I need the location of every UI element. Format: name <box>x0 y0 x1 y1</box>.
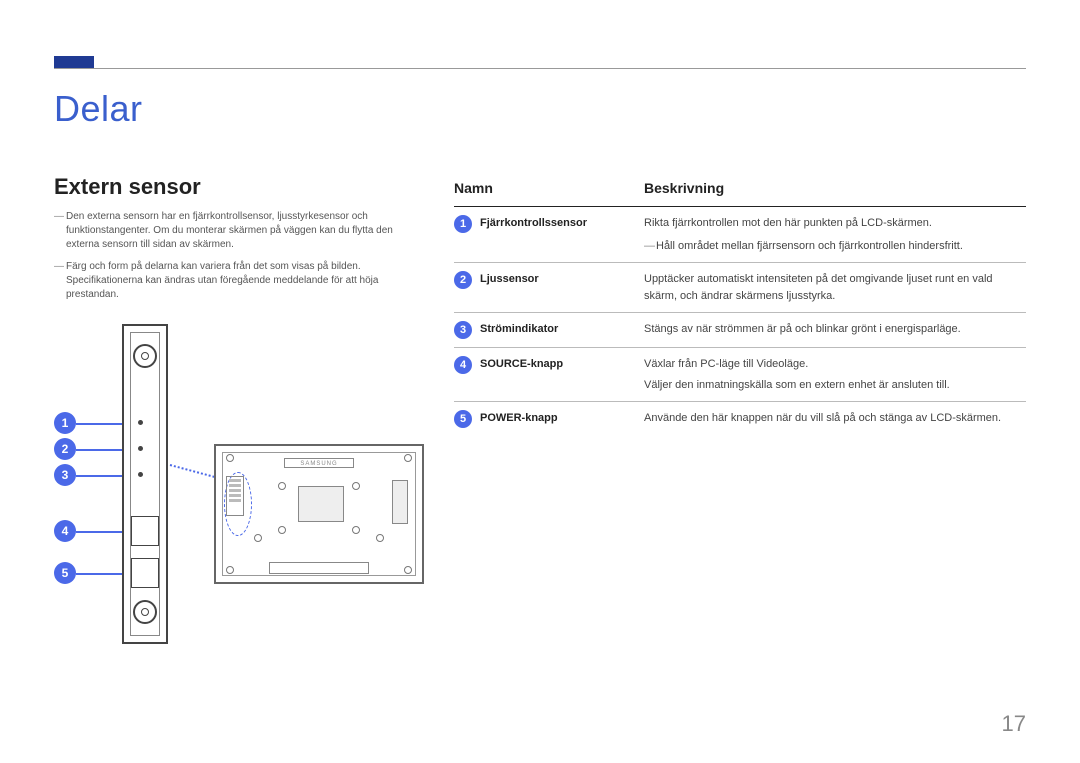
m-screw-tr <box>404 454 412 462</box>
callout-2: 2 <box>54 438 76 460</box>
row-num: 5 <box>454 410 472 428</box>
row-desc: Stängs av när strömmen är på och blinkar… <box>644 313 1026 348</box>
sensor-dot-2 <box>138 446 143 451</box>
row-desc-text: Växlar från PC-läge till Videoläge. <box>644 356 1026 373</box>
left-column: Extern sensor Den externa sensorn har en… <box>54 174 414 664</box>
content-columns: Extern sensor Den externa sensorn har en… <box>54 174 1026 664</box>
callout-3: 3 <box>54 464 76 486</box>
row-name: SOURCE-knapp <box>480 356 563 370</box>
source-slot <box>131 516 159 546</box>
callout-1: 1 <box>54 412 76 434</box>
row-name: Fjärrkontrollssensor <box>480 215 587 229</box>
monitor-center-port <box>298 486 344 522</box>
row-desc: Växlar från PC-läge till Videoläge. Välj… <box>644 348 1026 402</box>
row-desc-text: Rikta fjärrkontrollen mot den här punkte… <box>644 215 1026 232</box>
m-screw-ml <box>254 534 262 542</box>
m-screw-c3 <box>278 526 286 534</box>
row-desc: Rikta fjärrkontrollen mot den här punkte… <box>644 207 1026 263</box>
row-num: 4 <box>454 356 472 374</box>
row-num: 2 <box>454 271 472 289</box>
row-num: 3 <box>454 321 472 339</box>
table-row: 4 SOURCE-knapp Växlar från PC-läge till … <box>454 348 1026 402</box>
accent-bar <box>54 56 94 68</box>
m-screw-br <box>404 566 412 574</box>
sensor-bar <box>122 324 168 644</box>
sensor-inner-frame <box>130 332 160 636</box>
row-desc: Upptäcker automatiskt intensiteten på de… <box>644 263 1026 313</box>
monitor-right-port <box>392 480 408 524</box>
m-screw-mr <box>376 534 384 542</box>
row-name: POWER-knapp <box>480 410 558 424</box>
row-desc-note: Håll området mellan fjärrsensorn och fjä… <box>644 238 1026 255</box>
table-row: 1 Fjärrkontrollssensor Rikta fjärrkontro… <box>454 207 1026 263</box>
section-title: Extern sensor <box>54 174 414 200</box>
intro-note-2: Färg och form på delarna kan variera frå… <box>54 260 414 302</box>
m-screw-bl <box>226 566 234 574</box>
chapter-title: Delar <box>54 88 1026 130</box>
table-row: 5 POWER-knapp Använde den här knappen nä… <box>454 402 1026 437</box>
sensor-dot-1 <box>138 420 143 425</box>
callout-5: 5 <box>54 562 76 584</box>
diagram: 1 2 3 4 5 <box>54 324 414 664</box>
right-column: Namn Beskrivning 1 Fjärrkontrollssensor … <box>454 174 1026 664</box>
intro-note-1: Den externa sensorn har en fjärrkontroll… <box>54 210 414 252</box>
table-row: 3 Strömindikator Stängs av när strömmen … <box>454 313 1026 348</box>
monitor-brand: SAMSUNG <box>284 458 354 468</box>
m-screw-c1 <box>278 482 286 490</box>
page: Delar Extern sensor Den externa sensorn … <box>0 0 1080 763</box>
th-desc: Beskrivning <box>644 174 1026 207</box>
row-desc-text-2: Väljer den inmatningskälla som en extern… <box>644 377 1026 394</box>
th-name: Namn <box>454 174 644 207</box>
callout-4: 4 <box>54 520 76 542</box>
screw-bottom <box>133 600 157 624</box>
top-rule <box>54 68 1026 69</box>
row-desc: Använde den här knappen när du vill slå … <box>644 402 1026 437</box>
row-name: Ljussensor <box>480 271 539 285</box>
parts-table: Namn Beskrivning 1 Fjärrkontrollssensor … <box>454 174 1026 436</box>
monitor-left-panel <box>226 476 244 516</box>
row-num: 1 <box>454 215 472 233</box>
screw-top <box>133 344 157 368</box>
page-number: 17 <box>1002 711 1026 737</box>
monitor-bottom-strip <box>269 562 369 574</box>
row-name: Strömindikator <box>480 321 558 335</box>
power-slot <box>131 558 159 588</box>
table-row: 2 Ljussensor Upptäcker automatiskt inten… <box>454 263 1026 313</box>
m-screw-tl <box>226 454 234 462</box>
m-screw-c4 <box>352 526 360 534</box>
sensor-dot-3 <box>138 472 143 477</box>
monitor-back: SAMSUNG <box>214 444 424 584</box>
m-screw-c2 <box>352 482 360 490</box>
